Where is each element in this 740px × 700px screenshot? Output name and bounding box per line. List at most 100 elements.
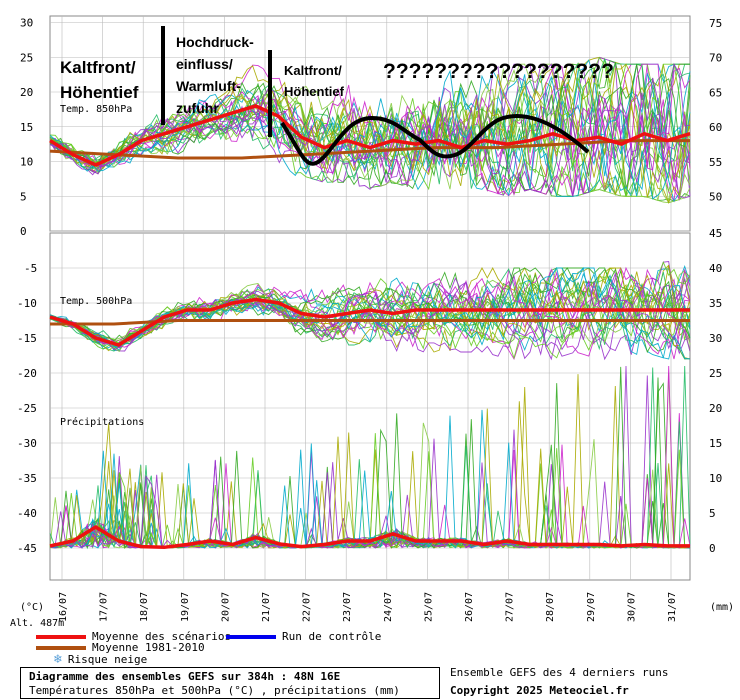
date-tick-label: 16/07 [58,592,69,622]
bottom-left-tick-label: -45 [17,542,37,555]
snowflake-icon: ❄ [54,652,62,667]
legend-mean-label: Moyenne des scénarios [92,630,232,643]
annotation-kaltfront-2-line2: Höhentief [284,84,345,99]
annotation-wave-line [280,113,590,166]
ensemble-member-precip [49,401,691,549]
ensemble-note: Ensemble GEFS des 4 derniers runs [450,666,669,679]
top-right-tick-label: 65 [709,86,722,99]
annotation-kaltfront-2-line1: Kaltfront/ [284,63,342,78]
ensemble-member-precip [49,372,691,549]
bottom-left-tick-label: -20 [17,367,37,380]
date-tick-label: 18/07 [139,592,150,622]
top-left-tick-label: 10 [20,156,33,169]
ensemble-member-precip [49,438,691,549]
bottom-right-tick-label: 30 [709,332,722,345]
ensemble-member-850 [49,63,691,197]
ensemble-member-precip [49,367,691,550]
date-tick-label: 29/07 [586,592,597,622]
bottom-left-tick-label: -30 [17,437,37,450]
ensemble-member-precip [49,365,691,549]
ensemble-member-850 [49,63,691,204]
bottom-left-tick-label: -15 [17,332,37,345]
bottom-right-tick-label: 5 [709,507,716,520]
date-tick-label: 22/07 [302,592,313,622]
ensemble-member-500 [49,271,691,360]
date-tick-label: 31/07 [667,592,678,622]
top-left-tick-label: 15 [20,121,33,134]
bottom-right-tick-label: 35 [709,297,722,310]
bottom-right-tick-label: 20 [709,402,722,415]
bottom-left-tick-label: -10 [17,297,37,310]
bottom-left-tick-label: -5 [24,262,37,275]
legend-snow: ❄ Risque neige [54,652,147,667]
top-right-tick-label: 75 [709,17,722,30]
legend-climatology-swatch [36,645,86,650]
chart-title: Diagramme des ensembles GEFS sur 384h : … [29,670,341,683]
date-tick-label: 26/07 [464,592,475,622]
bottom-right-tick-label: 0 [709,542,716,555]
bottom-panel-frame [49,232,691,581]
legend-mean-swatch [36,634,86,639]
date-tick-label: 21/07 [261,592,272,622]
date-tick-label: 24/07 [383,592,394,622]
annotation-question-marks: ?????????????????? [383,60,614,83]
bottom-panel-grid [49,232,691,581]
right-unit-label: (mm) [710,602,734,613]
bottom-left-tick-label: -40 [17,507,37,520]
top-right-tick-label: 60 [709,121,722,134]
annotation-kaltfront-1-line2: Höhentief [60,83,139,102]
ensemble-member-precip [49,375,691,549]
axis-ticks: 302520151050757065605550-5-10-15-20-25-3… [10,17,734,630]
bottom-right-tick-label: 45 [709,227,722,240]
bottom-left-tick-label: -25 [17,402,37,415]
mean-precip-line [49,524,690,550]
climatology-850-line [49,139,690,160]
annotation-hochdruck-line3: Warmluft- [176,78,241,94]
top-left-tick-label: 0 [20,225,27,238]
legend-control-swatch [226,634,276,639]
altitude-label: Alt. 487m [10,618,64,629]
ensemble-member-precip [49,366,691,549]
date-tick-label: 19/07 [180,592,191,622]
date-tick-label: 28/07 [545,592,556,622]
date-tick-label: 20/07 [220,592,231,622]
legend-climatology: Moyenne 1981-2010 [36,641,205,654]
bottom-right-tick-label: 15 [709,437,722,450]
annotations: Kaltfront/ Höhentief Hochdruck- einfluss… [60,26,614,166]
precip-label: Précipitations [60,416,144,428]
ensemble-member-precip [49,365,691,549]
title-box: Diagramme des ensembles GEFS sur 384h : … [20,667,440,699]
bottom-left-tick-label: -35 [17,472,37,485]
bottom-right-tick-label: 25 [709,367,722,380]
ensemble-member-500 [49,265,691,352]
ensemble-member-precip [49,374,691,550]
legend-snow-label: Risque neige [67,653,148,666]
ensemble-member-precip [49,365,691,549]
top-left-tick-label: 30 [20,17,33,30]
ensemble-member-500 [49,266,691,357]
mean-lines [49,104,691,550]
legend-control-label: Run de contrôle [282,630,382,643]
top-left-tick-label: 20 [20,86,33,99]
mean-850-line [49,104,691,167]
annotation-hochdruck-line2: einfluss/ [176,56,233,72]
annotation-kaltfront-1-line1: Kaltfront/ [60,58,136,77]
top-right-tick-label: 55 [709,156,722,169]
left-unit-label: (°C) [20,602,44,613]
annotation-hochdruck-line1: Hochdruck- [176,34,254,50]
temp500-label: Temp. 500hPa [60,296,132,307]
date-tick-label: 27/07 [505,592,516,622]
legend-climatology-label: Moyenne 1981-2010 [92,641,205,654]
chart-subtitle: Températures 850hPa et 500hPa (°C) , pré… [29,684,400,697]
legend-control: Run de contrôle [226,630,381,643]
top-left-tick-label: 25 [20,51,33,64]
mean-500-line [49,297,690,347]
date-tick-label: 25/07 [423,592,434,622]
copyright: Copyright 2025 Meteociel.fr [450,684,629,697]
top-right-tick-label: 50 [709,191,722,204]
top-left-tick-label: 5 [20,190,27,203]
bottom-right-tick-label: 10 [709,472,722,485]
top-right-tick-label: 70 [709,52,722,65]
annotation-hochdruck-line4: zufuhr [176,100,219,116]
